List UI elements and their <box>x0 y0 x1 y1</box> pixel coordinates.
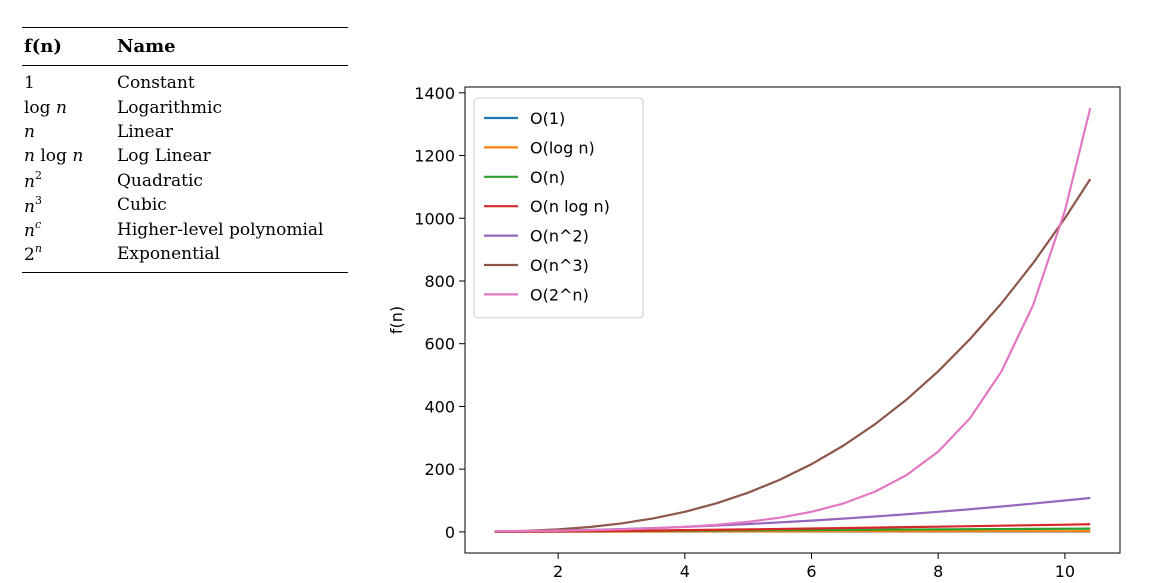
x-tick-label: 8 <box>933 562 943 581</box>
y-tick-label: 1200 <box>414 147 455 166</box>
table-row: nc Higher-level polynomial <box>22 217 348 241</box>
axes-frame <box>464 86 1121 554</box>
series-line-5 <box>494 178 1092 533</box>
row-fn: n3 <box>24 193 42 217</box>
y-tick-label: 800 <box>424 272 455 291</box>
y-axis: 0 200 400 600 800 1000 1200 1400 <box>414 84 465 542</box>
y-tick-label: 200 <box>424 460 455 479</box>
x-tick-label: 2 <box>553 562 563 581</box>
x-axis: 2 4 6 8 10 <box>553 553 1075 581</box>
series-line-6 <box>494 107 1092 533</box>
legend-entry: O(log n) <box>530 138 595 157</box>
table-row: n3 Cubic <box>22 193 348 217</box>
y-tick-label: 0 <box>445 523 455 542</box>
legend-entry: O(2^n) <box>530 285 589 304</box>
row-name: Higher-level polynomial <box>117 219 324 240</box>
row-name: Linear <box>117 121 173 142</box>
table-row: 2n Exponential <box>22 242 348 266</box>
row-fn: 1 <box>24 73 35 94</box>
table-top-rule <box>22 27 348 28</box>
table-row: n log n Log Linear <box>22 144 348 168</box>
table-header: f(n) Name <box>22 28 348 65</box>
y-tick-label: 1400 <box>414 84 455 103</box>
table-row: log n Logarithmic <box>22 95 348 119</box>
table-header-rule <box>22 65 348 66</box>
legend-entry: O(n) <box>530 168 565 187</box>
table-row: n Linear <box>22 120 348 144</box>
legend-entry: O(n^3) <box>530 256 589 275</box>
row-name: Log Linear <box>117 146 211 167</box>
row-name: Cubic <box>117 195 167 216</box>
legend-entry: O(n^2) <box>530 227 589 246</box>
legend-box <box>473 97 644 319</box>
table-row: 1 Constant <box>22 71 348 95</box>
legend: O(1) O(log n) O(n) O(n log n) O(n^2) O(n^3) O(… <box>473 97 644 319</box>
row-name: Exponential <box>117 243 220 264</box>
row-name: Logarithmic <box>117 97 222 118</box>
row-name: Constant <box>117 73 195 94</box>
row-fn: n <box>24 121 35 142</box>
y-tick-label: 1000 <box>414 209 455 228</box>
x-tick-label: 6 <box>806 562 816 581</box>
row-fn: n log n <box>24 146 84 167</box>
row-name: Quadratic <box>117 170 203 191</box>
y-tick-label: 400 <box>424 397 455 416</box>
complexity-table: f(n) Name 1 Constant log n Logarithmic n… <box>22 27 348 274</box>
row-fn: 2n <box>24 242 42 266</box>
series-line-3 <box>494 523 1091 533</box>
x-tick-label: 4 <box>680 562 690 581</box>
table-row: n2 Quadratic <box>22 169 348 193</box>
legend-entry: O(n log n) <box>530 197 610 216</box>
y-tick-label: 600 <box>424 335 455 354</box>
x-tick-label: 10 <box>1055 562 1075 581</box>
header-fn: f(n) <box>24 36 62 57</box>
row-fn: log n <box>24 97 67 118</box>
header-name: Name <box>117 36 176 57</box>
table-bottom-rule <box>22 272 348 274</box>
legend-entry: O(1) <box>530 109 565 128</box>
y-axis-label: f(n) <box>387 306 406 334</box>
row-fn: nc <box>24 218 42 242</box>
row-fn: n2 <box>24 169 42 193</box>
series-layer <box>494 107 1092 533</box>
